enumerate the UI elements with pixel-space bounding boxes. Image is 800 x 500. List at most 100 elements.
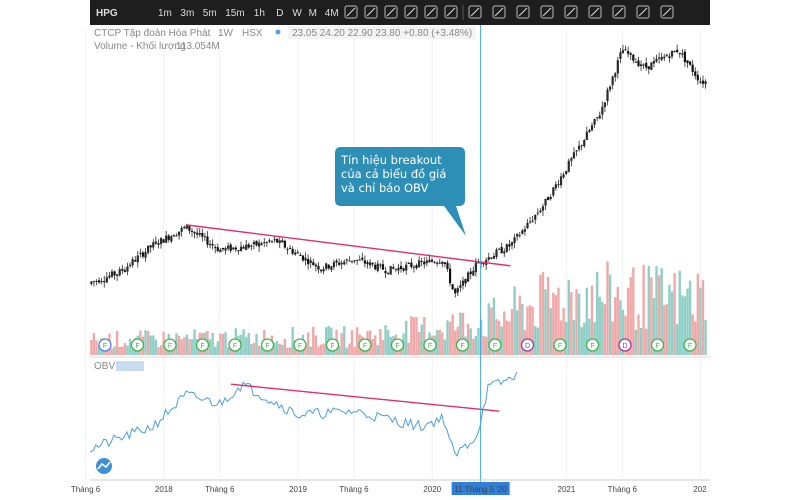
candle [265,241,268,247]
diamond-icon[interactable] [660,5,674,19]
volume-bar [304,345,307,355]
volume-bar [350,330,354,355]
compare-icon[interactable] [384,5,398,19]
event-marker[interactable]: F [488,338,502,352]
event-marker[interactable]: F [683,338,697,352]
volume-bar [257,345,261,355]
candle [526,219,529,229]
event-marker[interactable]: F [358,338,372,352]
volume-bar [673,272,676,355]
interval-5m[interactable]: 5m [203,8,217,19]
event-marker[interactable]: F [585,338,600,352]
symbol-label[interactable]: HPG [96,8,118,19]
candle [286,247,289,255]
candle [224,246,227,255]
candle [678,52,681,58]
shape-icon[interactable] [588,5,602,19]
candle [443,261,447,268]
event-marker[interactable]: F [260,338,275,352]
candle [177,231,181,240]
line-chart-icon[interactable] [364,5,378,19]
volume-bar [595,271,599,355]
fib-icon[interactable] [540,5,554,19]
candle [366,260,369,269]
volume-bar [219,333,222,355]
volume-bar [123,343,127,355]
event-marker[interactable]: F [553,338,567,352]
volume-label: Volume - Khối lượng [94,40,186,52]
candles-icon[interactable] [344,5,358,19]
pattern-icon[interactable] [564,5,578,19]
candle [681,48,684,58]
event-marker[interactable]: F [423,338,437,352]
volume-bar [652,298,656,355]
interval-M[interactable]: M [309,8,317,19]
volume-bar [598,296,601,355]
interval-W[interactable]: W [292,8,302,19]
horizontal-line-icon[interactable] [444,5,458,19]
candle [611,75,614,90]
trend-line-icon[interactable] [424,5,438,19]
candle [510,241,514,250]
price-trend-line[interactable] [186,224,511,267]
event-marker[interactable]: F [195,338,210,352]
event-marker[interactable]: F [455,338,470,352]
event-marker[interactable]: F [228,338,242,352]
candle [583,138,586,148]
x-tick-label: 11 Tháng 5 '20 [454,485,507,494]
brush-icon[interactable] [516,5,530,19]
candle [438,258,441,265]
candle [619,47,622,64]
event-marker[interactable]: F [293,338,307,352]
candle [668,53,671,63]
candle [436,261,439,267]
interval-1h[interactable]: 1h [254,8,265,19]
volume-bar [526,306,529,355]
candle [495,247,498,260]
event-marker[interactable]: F [130,338,145,352]
pitchfork-icon[interactable] [492,5,506,19]
interval-1m[interactable]: 1m [158,8,172,19]
event-marker[interactable]: F [163,338,177,352]
candle [562,172,565,179]
candle [557,180,560,188]
event-marker[interactable]: F [650,338,665,352]
candle [598,111,601,120]
event-marker[interactable]: F [390,338,405,352]
volume-bar [611,321,614,355]
candle [627,46,630,58]
volume-bar [536,327,540,355]
volume-bar [559,320,563,355]
event-marker[interactable]: F [98,338,112,352]
cursor-icon[interactable] [468,5,482,19]
volume-bar [472,338,475,355]
event-marker[interactable]: F [325,338,340,352]
svg-text:F: F [103,343,107,350]
candle [454,287,457,298]
event-marker[interactable]: D [520,338,535,352]
interval-4M[interactable]: 4M [325,8,339,19]
text-icon[interactable] [636,5,650,19]
indicator-add-icon[interactable] [404,5,418,19]
rectangle-icon[interactable] [612,5,626,19]
interval-D[interactable]: D [276,8,283,19]
candle [214,244,217,254]
candle [645,57,648,71]
volume-bar [497,320,501,355]
svg-text:F: F [168,343,172,350]
volume-bar [118,346,121,355]
candle [183,225,186,230]
volume-bar [417,332,421,355]
volume-bar [345,347,349,355]
obv-trend-line[interactable] [230,383,500,412]
candle [363,255,367,268]
candle [513,233,516,249]
volume-bar [317,346,320,355]
candle [518,232,521,238]
volume-bar [585,287,589,355]
event-marker[interactable]: D [618,338,632,352]
interval-15m[interactable]: 15m [225,8,244,19]
volume-bar [704,320,707,355]
interval-3m[interactable]: 3m [180,8,194,19]
volume-bar [131,345,134,355]
